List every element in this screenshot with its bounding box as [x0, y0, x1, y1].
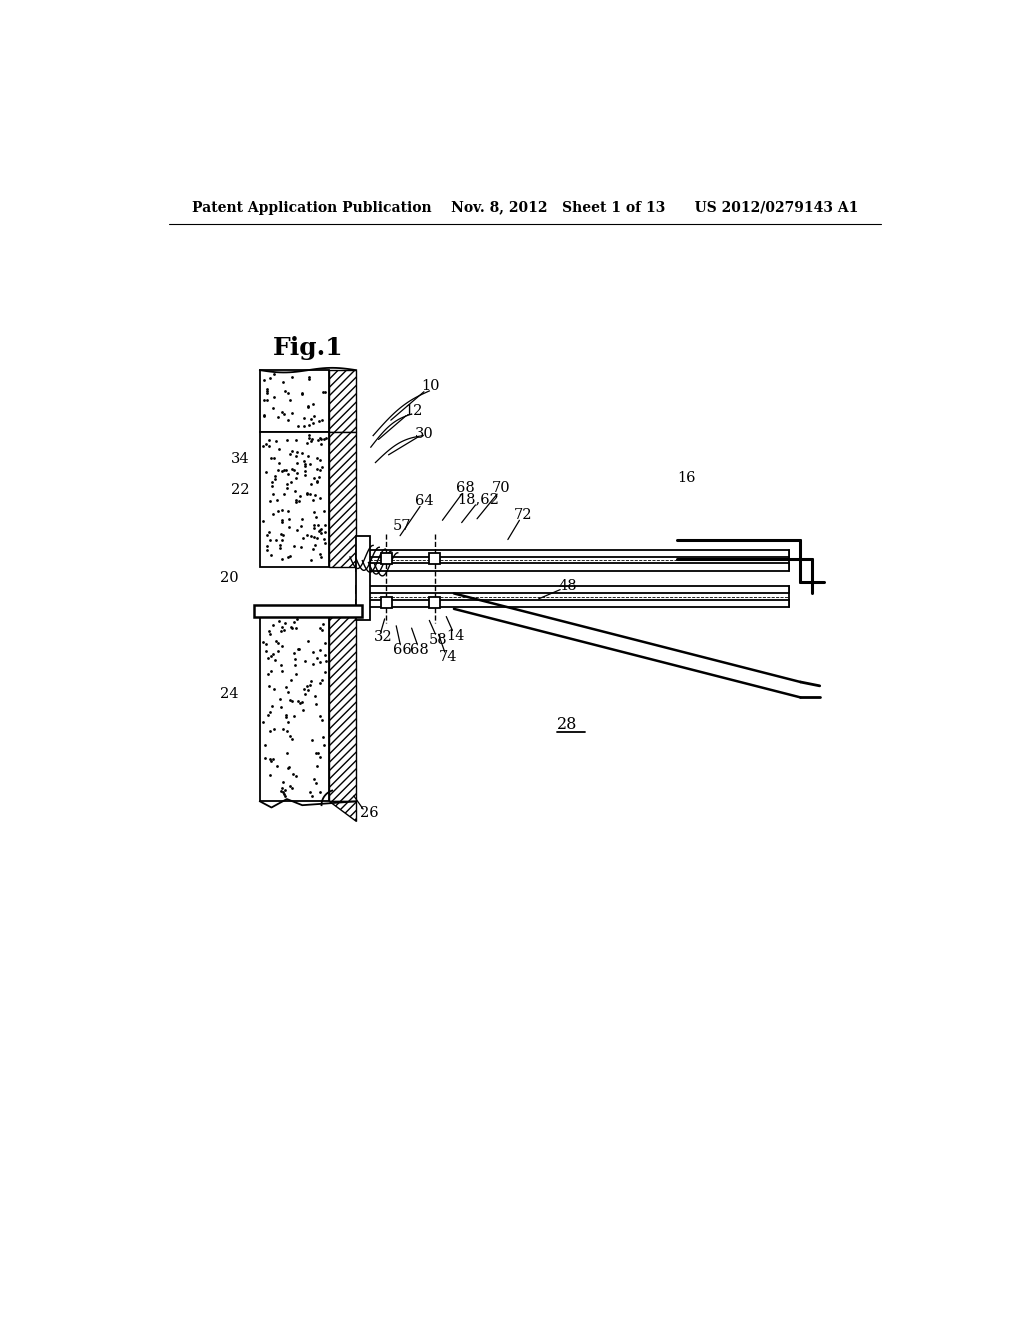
Text: 20: 20 [220, 572, 239, 585]
Text: 48: 48 [559, 578, 578, 593]
Text: Patent Application Publication    Nov. 8, 2012   Sheet 1 of 13      US 2012/0279: Patent Application Publication Nov. 8, 2… [191, 202, 858, 215]
Text: 22: 22 [231, 483, 250, 496]
Polygon shape [330, 801, 356, 821]
Text: 32: 32 [374, 631, 392, 644]
Bar [429, 553, 440, 564]
Text: 26: 26 [360, 807, 379, 820]
Text: 58: 58 [429, 632, 447, 647]
Text: 28: 28 [557, 715, 578, 733]
Text: 14: 14 [446, 628, 465, 643]
Text: 34: 34 [231, 451, 250, 466]
Text: 66: 66 [393, 643, 412, 656]
Bar [330, 612, 356, 801]
Bar [260, 612, 330, 801]
Text: 70: 70 [492, 480, 510, 495]
Text: 72: 72 [514, 508, 532, 521]
Bar [254, 605, 362, 616]
Text: 10: 10 [422, 379, 440, 392]
Bar [260, 432, 330, 566]
Text: 24: 24 [220, 686, 239, 701]
Bar [381, 597, 391, 609]
Text: 12: 12 [403, 404, 422, 418]
Bar [381, 553, 391, 564]
Bar [356, 586, 788, 594]
Bar [260, 370, 330, 432]
Text: 57: 57 [392, 519, 411, 533]
Text: 18,62: 18,62 [458, 492, 500, 507]
Text: 68: 68 [410, 643, 429, 656]
Text: 16: 16 [677, 471, 695, 484]
Text: 74: 74 [438, 651, 457, 664]
Text: 68: 68 [456, 480, 475, 495]
Bar [429, 597, 440, 609]
Bar [356, 536, 370, 620]
Bar [356, 564, 788, 572]
Bar [356, 549, 788, 557]
Bar [330, 370, 356, 432]
Bar [356, 599, 788, 607]
Text: 64: 64 [416, 494, 434, 508]
Text: 30: 30 [416, 428, 434, 441]
Text: Fig.1: Fig.1 [273, 335, 344, 359]
Bar [330, 432, 356, 566]
